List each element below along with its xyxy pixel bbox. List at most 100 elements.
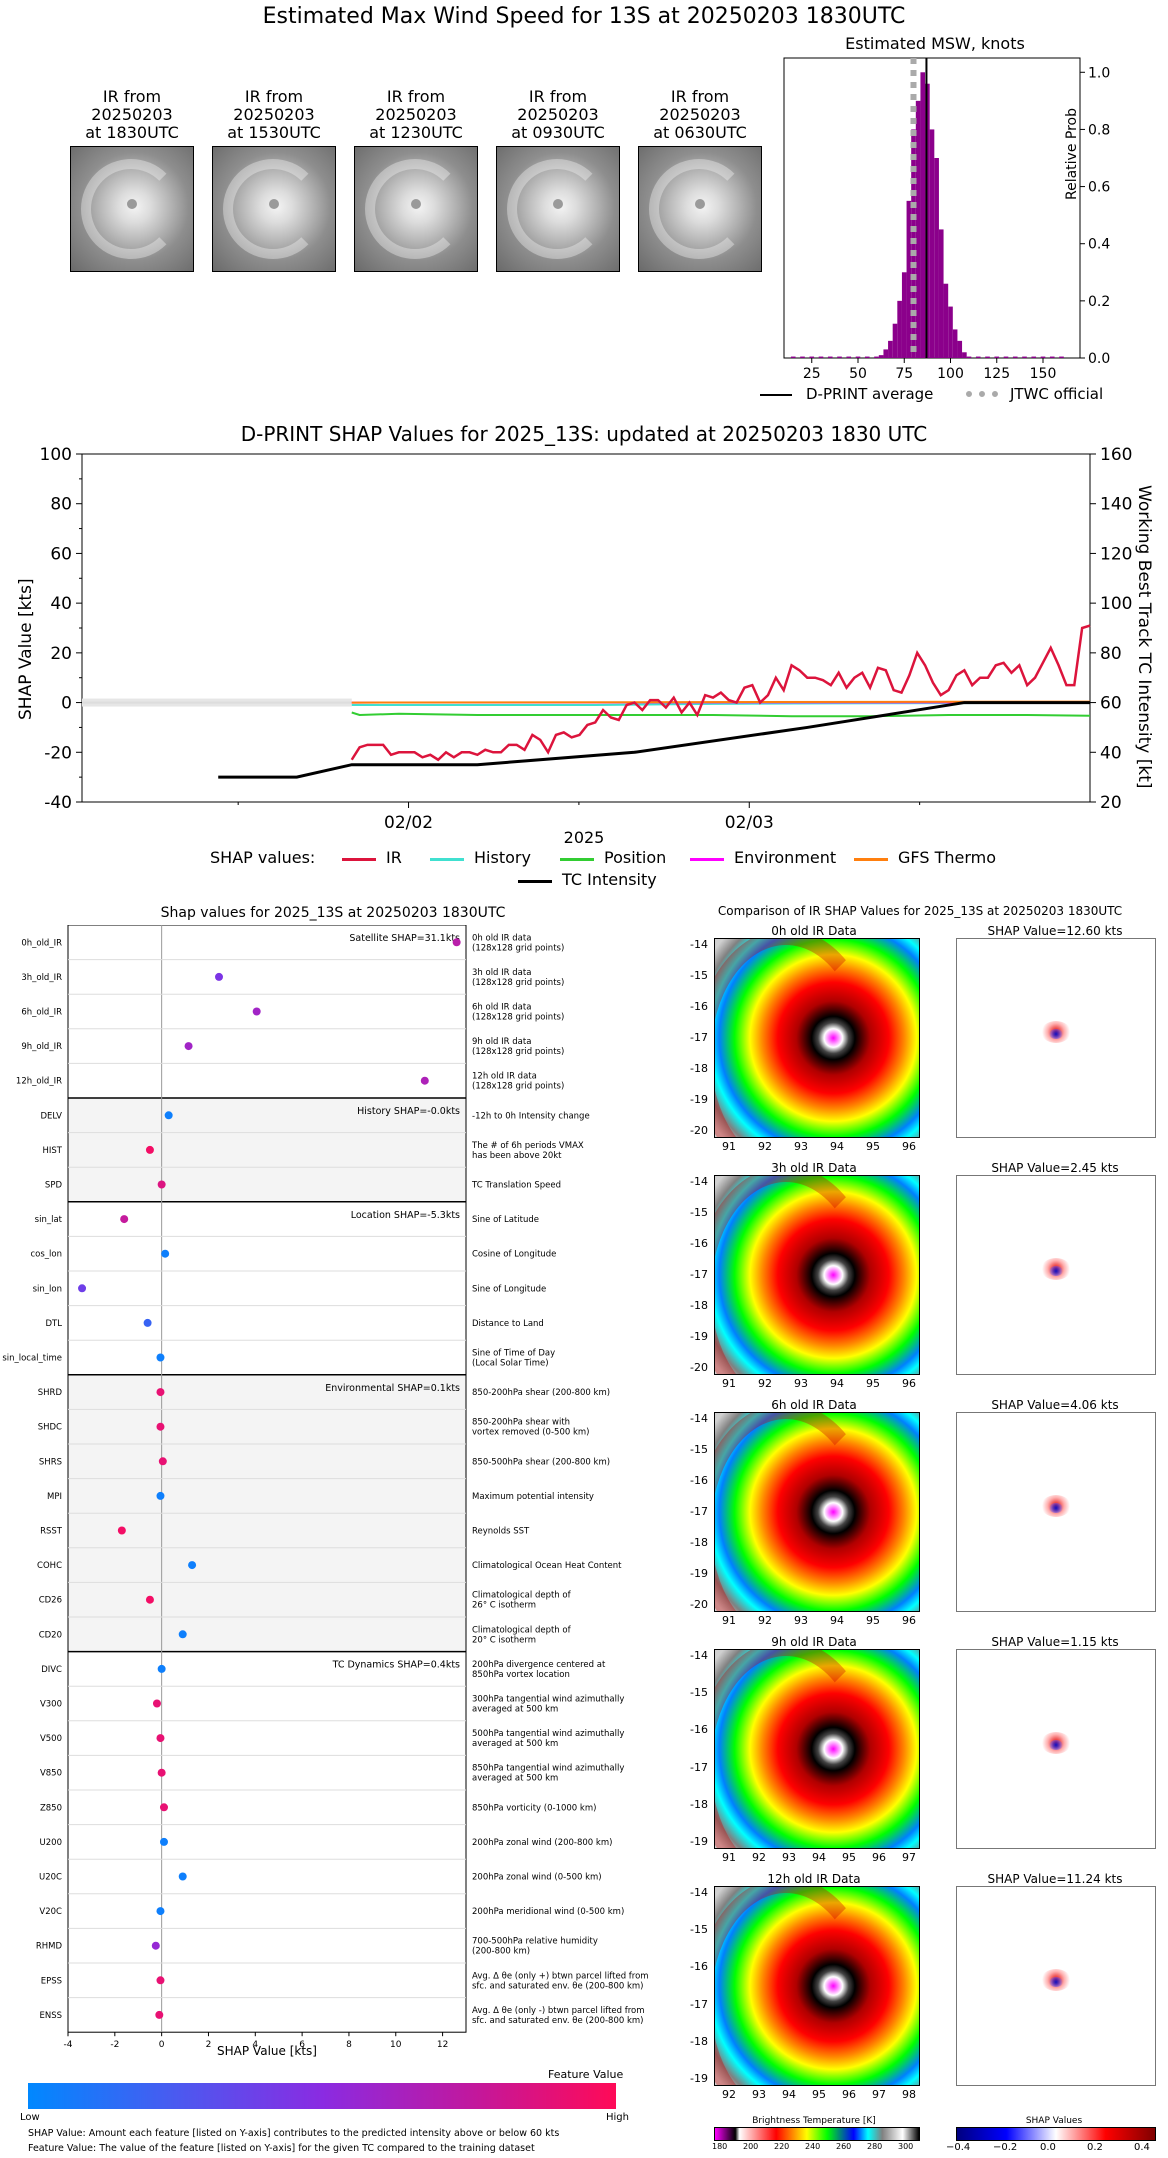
ir-band <box>715 1650 877 1848</box>
shap-point <box>252 1007 261 1016</box>
shap-map <box>956 938 1156 1138</box>
shap-point <box>215 972 224 981</box>
shap-feature-desc: 850-200hPa shear with <box>472 1418 570 1428</box>
shap-feature-desc: (128x128 grid points) <box>472 1047 564 1057</box>
ir-map-xtick: 95 <box>866 1614 880 1627</box>
ts-plot-area <box>81 453 1091 803</box>
main-title: Estimated Max Wind Speed for 13S at 2025… <box>262 4 906 29</box>
shap-point <box>117 1526 126 1535</box>
shap-map <box>956 1649 1156 1849</box>
ts-ytick-left-label: 80 <box>50 495 72 515</box>
shap-feature-desc: Avg. Δ θe (only +) btwn parcel lifted fr… <box>472 1971 649 1981</box>
shap-feature-desc: has been above 20kt <box>472 1151 562 1161</box>
shap-feature-name: 12h_old_IR <box>16 1077 62 1087</box>
shap-point <box>143 1318 152 1327</box>
ir-band <box>715 1887 877 2085</box>
ir-thumb-image <box>70 146 194 272</box>
msw-bar <box>966 356 972 358</box>
ir-map-ytick: -15 <box>690 1686 708 1700</box>
shap-blob-blue <box>1049 1266 1063 1276</box>
ir-map-xtick: 97 <box>872 2088 886 2101</box>
shap-group-label: History SHAP=-0.0kts <box>357 1106 460 1117</box>
msw-bar <box>874 356 879 358</box>
eye <box>553 199 563 209</box>
shap-point <box>156 1976 165 1985</box>
msw-bar <box>846 356 852 358</box>
shap-feature-desc: TC Translation Speed <box>471 1181 561 1191</box>
msw-bar <box>892 323 898 358</box>
shap-colorbar-tick: −0.2 <box>993 2142 1018 2153</box>
shap-feature-desc: (128x128 grid points) <box>472 1013 564 1023</box>
ir-map-xtick: 94 <box>812 1851 826 1864</box>
shap-point <box>157 1664 166 1673</box>
ts-ytick-right-label: 40 <box>1100 743 1122 763</box>
shap-xtick-label: -2 <box>110 2040 119 2050</box>
ir-band <box>715 1413 877 1611</box>
cloud-band <box>365 159 465 259</box>
msw-bar <box>837 356 842 358</box>
msw-bar <box>934 158 939 358</box>
history-legend-swatch <box>430 858 464 861</box>
shap-point <box>161 1249 170 1258</box>
ir-map <box>714 1175 920 1375</box>
ts-legend-title: SHAP values: <box>210 848 316 867</box>
feature-value-title: Feature Value <box>548 2068 624 2081</box>
shap-feature-desc: 6h old IR data <box>472 1003 531 1013</box>
ir-map-xtick: 92 <box>752 1851 766 1864</box>
msw-ylabel: Relative Prob <box>1064 107 1080 200</box>
shap-feature-desc: Reynolds SST <box>472 1527 530 1537</box>
ir-map-xtick: 91 <box>722 1377 736 1390</box>
shap-feature-name: DTL <box>46 1319 63 1329</box>
msw-ytick-label: 0.0 <box>1088 351 1110 367</box>
shap-group-label: Environmental SHAP=0.1kts <box>325 1383 460 1394</box>
ts-ytick-right-label: 140 <box>1100 495 1132 515</box>
msw-xtick-label: 125 <box>983 366 1010 382</box>
msw-legend: D-PRINT average JTWC official <box>760 385 1160 407</box>
footnote-shap: SHAP Value: Amount each feature [listed … <box>28 2128 560 2139</box>
ir-map-ytick: -18 <box>690 1062 708 1075</box>
shap-feature-desc: averaged at 500 km <box>472 1739 558 1749</box>
ts-ytick-right-label: 100 <box>1100 594 1132 614</box>
ir-map-ytick: -16 <box>690 1474 708 1487</box>
ir-map-ytick: -15 <box>690 1443 708 1456</box>
shap-feature-desc: 500hPa tangential wind azimuthally <box>472 1729 624 1739</box>
msw-title: Estimated MSW, knots <box>845 34 1025 53</box>
ts-ytick-right-label: 160 <box>1100 445 1132 465</box>
shap-colorbar-tick: 0.0 <box>1040 2142 1056 2153</box>
ts-ytick-left-label: -40 <box>44 793 72 813</box>
ts-ytick-left-label: 100 <box>40 445 72 465</box>
msw-bar <box>920 72 926 359</box>
msw-bar <box>883 349 889 358</box>
shap-feature-name: U20C <box>39 1873 62 1883</box>
shap-group-bg <box>68 925 466 1098</box>
shap-group-bg <box>68 1201 466 1375</box>
shap-feature-chart: Satellite SHAP=31.1kts History SHAP=-0.0k… <box>2 925 649 2050</box>
ir-map-xtick: 93 <box>794 1140 808 1153</box>
ir-map-xtick: 94 <box>830 1377 844 1390</box>
shap-feature-name: RSST <box>40 1527 63 1537</box>
bt-colorbar-tick: 300 <box>898 2142 914 2151</box>
shap-blob-blue <box>1049 1503 1063 1513</box>
msw-bar <box>1059 356 1064 358</box>
msw-xtick-label: 50 <box>849 366 867 382</box>
ir-map-ytick: -18 <box>690 2034 708 2048</box>
msw-histogram: 25 50 75 100 125 150 0.0 0.2 0.4 0.6 0.8 1.0 <box>783 57 1110 382</box>
shap-feature-desc: (200-800 km) <box>472 1947 530 1957</box>
shap-feature-name: sin_local_time <box>2 1354 62 1364</box>
shap-point <box>156 1907 165 1916</box>
shap-feature-desc: 200hPa divergence centered at <box>472 1660 606 1670</box>
shap-point <box>145 1145 154 1154</box>
ir-map-ytick: -14 <box>690 938 708 951</box>
shap-map-title: SHAP Value=4.06 kts <box>991 1398 1119 1412</box>
footnote-feature: Feature Value: The value of the feature … <box>28 2143 535 2154</box>
shap-feature-desc: sfc. and saturated env. θe (200-800 km) <box>472 2016 644 2026</box>
shap-feature-name: SHRD <box>38 1388 63 1398</box>
shap-feature-desc: 200hPa zonal wind (0-500 km) <box>472 1873 602 1883</box>
ir-map-title: 6h old IR Data <box>771 1398 857 1412</box>
ir-map-xtick: 94 <box>782 2088 796 2101</box>
ts-ytick-right-label: 20 <box>1100 793 1122 813</box>
ir-map-ytick: -17 <box>690 1505 708 1518</box>
msw-ytick-label: 1.0 <box>1088 65 1110 81</box>
shap-feature-name: DELV <box>40 1111 62 1121</box>
shap-feature-name: CD20 <box>39 1630 62 1640</box>
